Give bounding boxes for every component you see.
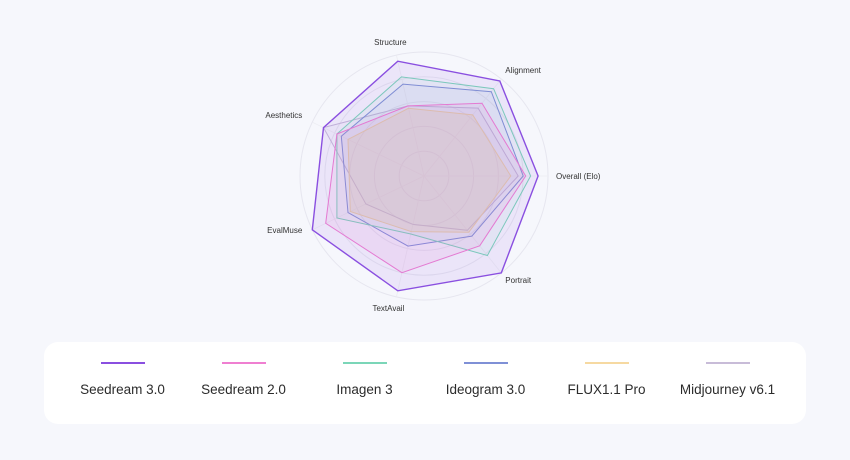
series-polygon-seedream-2-0 [325, 102, 527, 274]
legend-swatch [221, 361, 266, 364]
legend: Seedream 3.0 Seedream 2.0 Imagen 3 Ideog… [44, 342, 806, 424]
legend-swatch [100, 361, 145, 364]
legend-label: Seedream 2.0 [201, 381, 286, 397]
axis-label-evalmuse: EvalMuse [267, 226, 303, 235]
legend-item-seedream-2: Seedream 2.0 [185, 361, 303, 397]
axis-label-overall-elo-: Overall (Elo) [556, 172, 601, 181]
legend-swatch [584, 361, 629, 364]
legend-label: Ideogram 3.0 [445, 381, 526, 397]
grid-spoke [423, 175, 502, 274]
legend-label: FLUX1.1 Pro [567, 381, 646, 397]
legend-item-seedream-3: Seedream 3.0 [64, 361, 182, 397]
legend-item-ideogram-3: Ideogram 3.0 [427, 361, 545, 397]
grid-spoke [396, 55, 425, 177]
series-polygon-seedream-3-0 [311, 60, 539, 292]
series-polygon-imagen-3 [336, 76, 532, 257]
legend-swatch [342, 361, 387, 364]
grid-spoke [312, 121, 425, 177]
axis-label-structure: Structure [374, 38, 407, 47]
series-polygon-midjourney-v6-1 [322, 105, 519, 231]
legend-item-flux-pro: FLUX1.1 Pro [548, 361, 666, 397]
axis-label-alignment: Alignment [505, 66, 541, 75]
legend-swatch [463, 361, 508, 364]
series-polygon-flux1-1-pro [347, 107, 512, 233]
legend-label: Midjourney v6.1 [679, 381, 776, 397]
legend-item-imagen-3: Imagen 3 [306, 361, 424, 397]
legend-item-midjourney: Midjourney v6.1 [669, 361, 787, 397]
axis-label-portrait: Portrait [505, 276, 532, 285]
legend-label: Imagen 3 [336, 381, 393, 397]
legend-label: Seedream 3.0 [80, 381, 165, 397]
grid-spoke [312, 175, 425, 231]
grid-spoke [396, 175, 425, 297]
radar-chart: Overall (Elo) Portrait TextAvail EvalMuse Ae… [265, 38, 601, 313]
axis-label-aesthetics: Aesthetics [265, 111, 302, 120]
grid-spoke [423, 78, 502, 177]
legend-swatch [705, 361, 750, 364]
axis-label-textavail: TextAvail [372, 304, 404, 313]
series-polygon-ideogram-3-0 [340, 83, 524, 247]
